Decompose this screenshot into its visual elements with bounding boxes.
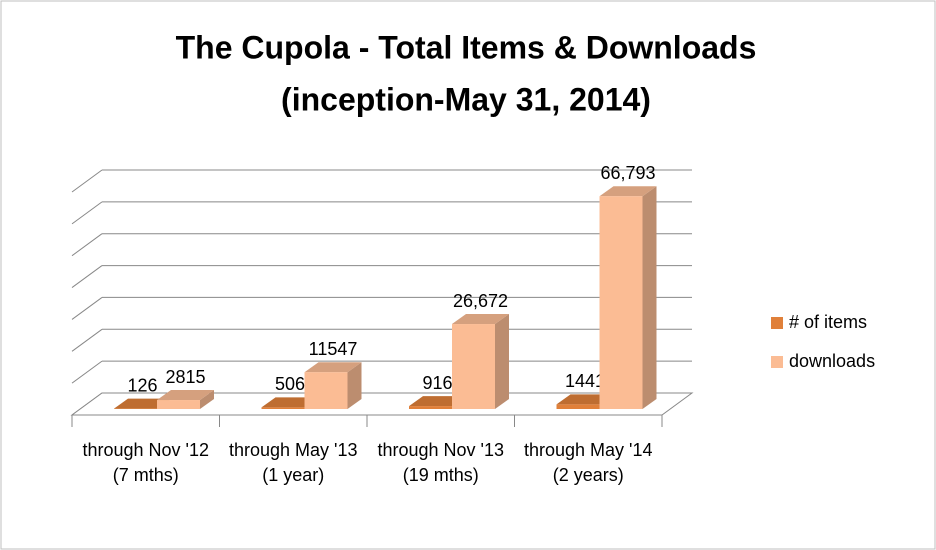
bar-top [452,314,509,325]
chart-title: The Cupola - Total Items & Downloads [176,29,757,65]
x-tick-label: through May '14 (2 years) [523,440,653,485]
bar [157,400,200,409]
bar-top [157,390,214,401]
bar [261,407,305,409]
legend-label: # of items [789,312,867,332]
data-label: 66,793 [600,163,655,183]
grid-line [71,169,103,193]
bar [409,406,452,409]
chart-title: (inception-May 31, 2014) [281,81,651,117]
legend-swatch [771,356,783,368]
x-tick-label: through Nov '13 (19 mths) [377,440,505,485]
data-label: 2815 [165,367,205,387]
grid-line [71,297,103,320]
grid-line [71,265,103,288]
grid-line [71,233,103,257]
bar [599,196,643,409]
bar-side [495,314,509,409]
bar [556,404,600,409]
bar [304,372,348,409]
data-label: 506 [275,374,305,394]
bar-top [114,398,171,409]
x-tick-label: through May '13 (1 year) [228,440,358,485]
bar-top [556,394,614,405]
legend-label: downloads [789,351,875,371]
data-label: 1441 [565,371,605,391]
data-label: 11547 [309,339,358,359]
bar-side [347,362,362,409]
bar-side [200,390,214,409]
bar-side [642,186,657,409]
grid-line [71,328,103,352]
data-label: 126 [127,375,157,395]
bar-top [409,396,466,407]
data-label: 26,672 [453,291,508,311]
x-tick-label: through Nov '12 (7 mths) [82,440,210,485]
grid-line [71,201,103,225]
bar-top [261,397,319,408]
bar-top [599,186,657,197]
grid-line [71,360,103,384]
bar-top [304,362,362,373]
legend-swatch [771,317,783,329]
data-label: 916 [422,373,452,393]
bar [452,324,495,409]
